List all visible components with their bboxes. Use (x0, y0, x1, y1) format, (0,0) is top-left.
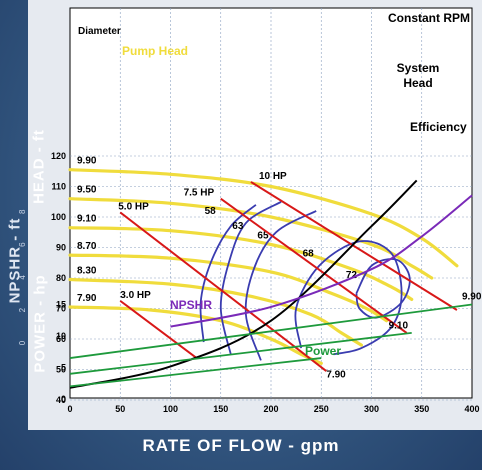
efficiency-curve-line (355, 258, 411, 319)
efficiency-curve-label: 63 (232, 221, 244, 232)
efficiency-curve-line (244, 210, 317, 361)
x-tick-label: 350 (414, 404, 429, 414)
npshr-label: NPSHR (170, 298, 212, 312)
diameter-label: Diameter (78, 26, 121, 37)
head-tick-label: 80 (56, 273, 66, 283)
efficiency-curve-label: 58 (205, 206, 217, 217)
power-line-label: 9.10 (389, 320, 409, 331)
power-tick-label: 10 (56, 331, 66, 341)
power-line (69, 357, 322, 388)
head-tick-label: 110 (51, 182, 66, 192)
power-line-label: 9.90 (462, 291, 482, 302)
hp-line-label: 3.0 HP (120, 290, 151, 301)
hp-line-label: 5.0 HP (118, 201, 149, 212)
hp-line-label: 10 HP (259, 171, 287, 182)
head-curve-line (68, 253, 389, 323)
npshr-tick-label: 6 (18, 242, 27, 247)
efficiency-curve-label: 72 (346, 270, 358, 281)
head-tick-label: 90 (56, 243, 66, 253)
hp-line-label: 7.5 HP (184, 188, 215, 199)
head-curve-line (68, 277, 363, 347)
head-curve-line (68, 305, 323, 365)
power-line-label: 7.90 (326, 370, 346, 381)
x-tick-label: 100 (163, 404, 178, 414)
npshr-tick-label: 4 (18, 275, 27, 280)
head-axis-title: HEAD - ft (30, 129, 48, 204)
head-tick-label: 70 (56, 304, 66, 314)
pump-head-label: Pump Head (122, 44, 188, 58)
power-line (69, 331, 412, 375)
power-axis-title: POWER - hp (31, 274, 49, 373)
head-curve-label: 9.10 (77, 214, 97, 225)
power-line (69, 303, 473, 359)
power-tick-label: 15 (56, 300, 66, 310)
hp-line (250, 181, 458, 311)
power-tick-label: 5 (61, 363, 66, 373)
x-tick-label: 150 (213, 404, 228, 414)
head-tick-label: 60 (56, 334, 66, 344)
npshr-tick-label: 0 (18, 340, 27, 345)
head-tick-label: 40 (56, 395, 66, 405)
power-label: Power (305, 344, 341, 358)
efficiency-curve-line (219, 201, 282, 355)
efficiency-curve-line (199, 204, 257, 343)
head-curve-label: 8.30 (77, 266, 97, 277)
x-axis-title: RATE OF FLOW - gpm (142, 436, 340, 455)
npshr-tick-label: 2 (18, 307, 27, 312)
hp-line (220, 197, 408, 334)
x-tick-label: 0 (67, 404, 72, 414)
head-curve-line (68, 197, 434, 280)
system-head-label: System (397, 61, 440, 75)
npshr-tick-label: 8 (18, 209, 27, 214)
head-curve-label: 9.90 (77, 156, 97, 167)
head-tick-label: 50 (56, 365, 66, 375)
system-head-line (69, 179, 418, 389)
head-curve-label: 7.90 (77, 293, 97, 304)
efficiency-curve-label: 68 (303, 249, 315, 260)
efficiency-curve-label: 65 (257, 230, 269, 241)
pump-curve-chart: 0 50 100 150 200 250 300 350 4004050607080901001… (18, 7, 482, 414)
head-curve-label: 8.70 (77, 241, 97, 252)
head-tick-label: 100 (51, 212, 66, 222)
head-tick-label: 120 (51, 151, 66, 161)
efficiency-label: Efficiency (410, 120, 467, 134)
system-head-label: Head (403, 76, 432, 90)
power-tick-label: 0 (61, 394, 66, 404)
head-curve-line (68, 168, 459, 268)
x-tick-label: 50 (115, 404, 125, 414)
npshr-line (170, 194, 473, 328)
hp-line (119, 300, 197, 359)
x-tick-label: 300 (364, 404, 379, 414)
x-tick-label: 250 (314, 404, 329, 414)
x-tick-label: 400 (464, 404, 479, 414)
head-curve-label: 9.50 (77, 185, 97, 196)
x-tick-label: 200 (263, 404, 278, 414)
hp-line (119, 211, 327, 372)
chart-title: Constant RPM (388, 11, 470, 25)
